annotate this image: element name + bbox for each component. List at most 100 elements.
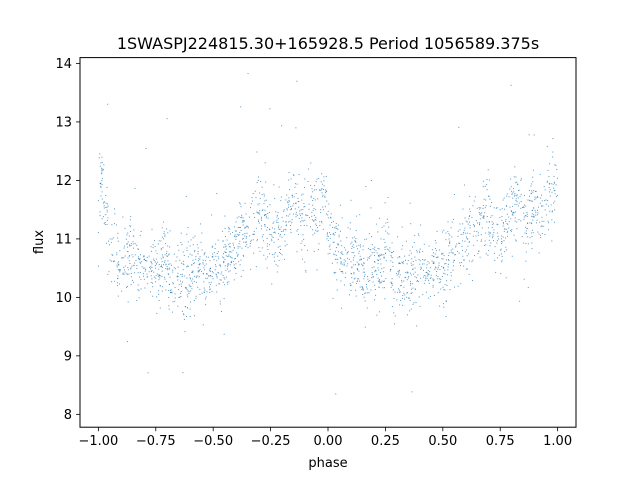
data-point [271,254,273,256]
data-point [150,291,151,293]
data-point [170,289,172,291]
data-point [337,258,339,260]
data-point [441,266,443,268]
data-point [380,282,382,284]
data-point [433,294,435,296]
data-point [159,285,161,287]
data-point [447,266,449,268]
data-point [482,180,484,182]
data-point [189,274,191,276]
data-point [167,260,169,262]
data-point [443,289,445,291]
data-point [281,216,283,218]
data-point [340,280,342,282]
data-point [427,274,429,276]
data-point [452,252,454,254]
data-point [265,258,267,260]
data-point [466,237,468,239]
data-point [244,227,246,229]
data-point [419,263,421,265]
data-point [164,278,166,280]
data-point [185,195,187,197]
data-point [274,231,276,233]
data-point [249,207,251,209]
data-point [322,228,324,230]
data-point [282,231,284,233]
data-point [176,275,178,277]
data-point [477,232,479,234]
data-point [269,228,271,230]
data-point [359,259,361,261]
data-point [520,179,522,181]
data-point [516,221,518,223]
data-point [501,208,503,210]
data-point [526,227,528,229]
data-point [350,284,352,286]
data-point [350,261,352,263]
data-point [379,281,381,283]
data-point [546,180,548,182]
data-point [258,221,260,223]
data-point [165,281,167,283]
data-point [319,224,321,226]
data-point [449,234,451,236]
data-point [390,260,392,262]
data-point [168,283,170,285]
data-point [130,243,132,245]
data-point [504,208,506,210]
data-point [336,228,338,230]
data-point [339,268,341,270]
data-point [488,195,490,197]
data-point [482,207,484,209]
data-point [210,267,212,269]
data-point [160,248,162,250]
data-point [169,276,171,278]
data-point [361,263,363,265]
data-point [101,218,103,220]
data-point [343,264,345,266]
data-point [198,270,200,272]
data-point [214,247,216,249]
data-point [206,273,208,275]
data-point [193,300,195,302]
data-point [383,254,385,256]
data-point [397,236,399,238]
data-point [140,288,142,290]
data-point [356,245,358,247]
data-point [191,280,193,282]
data-point [488,233,490,235]
data-point [146,273,148,275]
data-point [211,271,213,273]
data-point [111,254,113,256]
data-point [130,230,132,232]
data-point [418,259,420,261]
data-point [371,273,373,275]
data-point [238,234,240,236]
data-point [511,211,513,213]
data-point [264,214,266,216]
data-point [279,235,281,237]
data-point [398,272,400,274]
data-point [386,232,388,234]
data-point [273,253,275,255]
data-point [358,250,360,252]
data-point [391,278,393,280]
data-point [410,293,412,294]
data-point [410,252,412,254]
data-point [477,222,479,224]
data-point [493,229,495,231]
data-point [240,259,242,261]
data-point [379,258,381,260]
data-point [226,281,228,283]
data-point [378,254,380,256]
data-point [224,244,226,246]
data-point [194,251,196,253]
data-point [161,236,163,238]
data-point [337,243,339,245]
data-point [339,204,341,206]
data-point [206,291,208,293]
data-point [403,261,405,263]
data-point [337,224,339,226]
data-point [304,245,306,247]
data-point [337,228,339,230]
